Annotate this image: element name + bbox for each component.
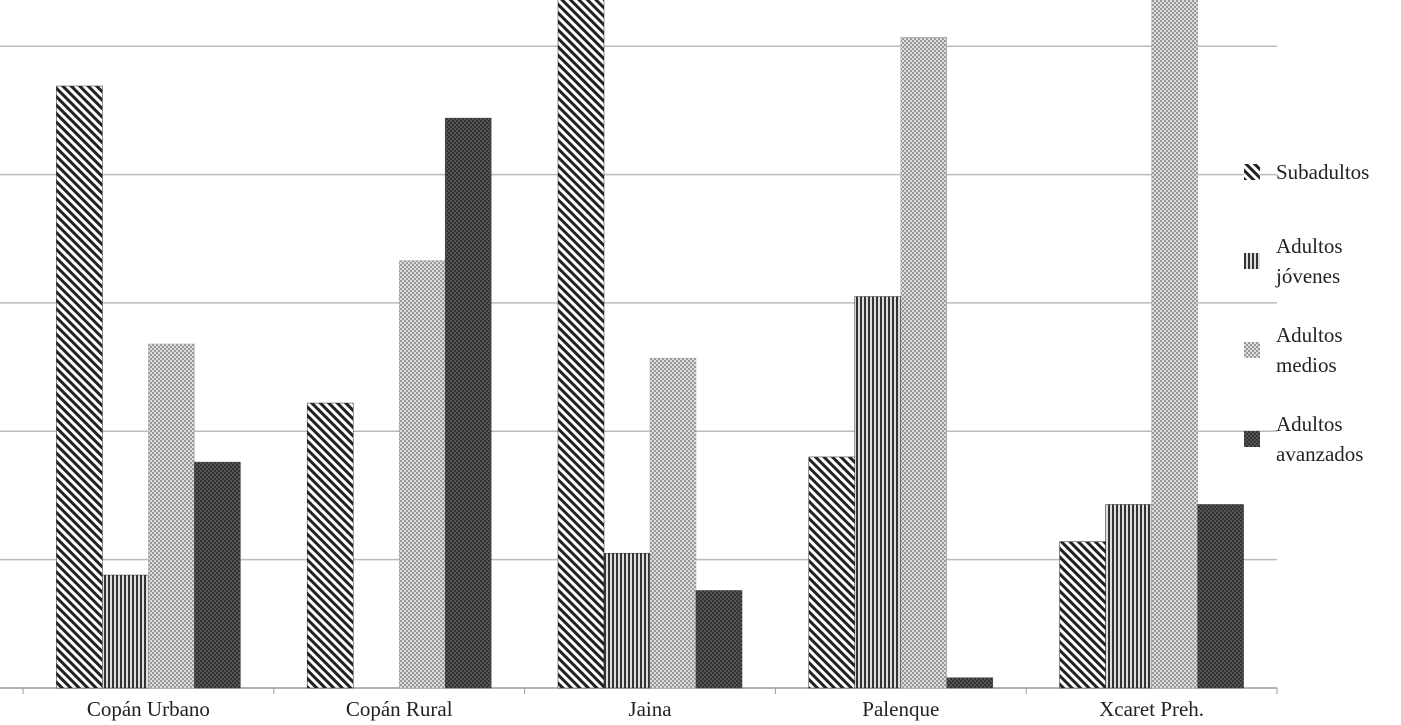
- bar: [900, 36, 948, 689]
- bar: [808, 456, 856, 689]
- bar: [603, 552, 651, 689]
- bar: [1059, 541, 1106, 689]
- legend-item: Adultos jóvenes: [1240, 216, 1400, 306]
- x-tick-label: Copán Rural: [346, 697, 453, 721]
- legend: Subadultos Adultos jóvenes Adultos medios A…: [1240, 128, 1400, 484]
- legend-item: Adultos avanzados: [1240, 394, 1400, 484]
- legend-swatch: [1244, 342, 1260, 358]
- bar: [148, 343, 195, 689]
- bar: [695, 590, 743, 689]
- legend-swatch: [1244, 431, 1260, 447]
- bar: [557, 0, 605, 689]
- x-tick-label: Jaina: [628, 697, 672, 721]
- x-tick-label: Xcaret Preh.: [1099, 697, 1204, 721]
- legend-item: Subadultos: [1240, 127, 1400, 217]
- bar: [398, 260, 446, 689]
- bar: [1105, 504, 1152, 689]
- bar: [444, 117, 492, 689]
- bar: [1151, 0, 1198, 689]
- legend-label: Adultos jóvenes: [1276, 234, 1343, 288]
- legend-label: Adultos medios: [1276, 323, 1343, 377]
- legend-swatch: [1244, 164, 1260, 180]
- legend-label: Adultos avanzados: [1276, 412, 1364, 466]
- bar: [946, 677, 994, 689]
- bar: [194, 461, 241, 689]
- x-tick-label: Palenque: [862, 697, 939, 721]
- legend-label: Subadultos: [1276, 160, 1370, 184]
- bar: [1197, 504, 1244, 689]
- bar: [102, 574, 149, 689]
- legend-item: Adultos medios: [1240, 305, 1400, 395]
- bar: [56, 85, 103, 689]
- bar: [306, 402, 354, 689]
- bar: [854, 296, 902, 689]
- x-tick-label: Copán Urbano: [87, 697, 210, 721]
- bar: [649, 357, 697, 689]
- legend-swatch: [1244, 253, 1260, 269]
